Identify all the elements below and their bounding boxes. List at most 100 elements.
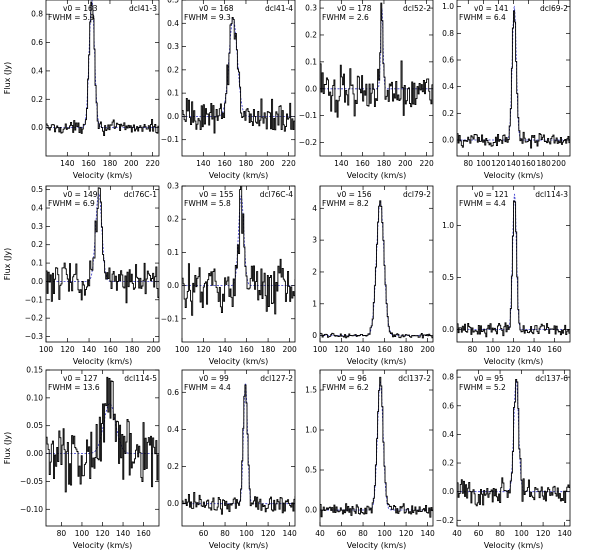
- fit-line-dcl137-2: [320, 381, 433, 511]
- y-tick-label: 0.2: [167, 462, 179, 471]
- x-tick-label: 100: [476, 159, 491, 168]
- panel-dcl41-3: 140 160 180 200 220 0.0 0.2 0.4 0.6 0.8 v0 = 163FW…: [3, 0, 160, 180]
- x-tick-label: 100: [39, 345, 54, 354]
- panel-dcl76C-1: 100 120 140 160 180 200 −0.3 −0.2 −0.1 0.0 0.1 0.2 0…: [3, 185, 161, 366]
- y-tick-label: 0.0: [167, 499, 179, 508]
- x-tick-label: 220: [419, 159, 434, 168]
- x-tick-label: 160: [81, 159, 96, 168]
- x-axis-title: Velocity (km/s): [73, 541, 132, 550]
- x-tick-label: 80: [468, 345, 478, 354]
- axes-frame: [456, 369, 571, 527]
- x-tick-label: 80: [464, 159, 474, 168]
- fwhm-label: FWHM = 5.8: [184, 199, 231, 208]
- y-tick-label: 0.0: [167, 281, 179, 290]
- y-tick-label: 1: [312, 299, 317, 308]
- axes-frame: [319, 0, 434, 157]
- y-tick-label: 0.2: [31, 95, 43, 104]
- v0-label: v0 = 127: [63, 374, 98, 383]
- axes-frame: [319, 185, 434, 343]
- fwhm-label: FWHM = 6.9: [48, 199, 95, 208]
- x-tick-label: 220: [281, 159, 296, 168]
- x-tick-label: 180: [536, 159, 551, 168]
- fwhm-label: FWHM = 4.4: [184, 383, 231, 392]
- y-tick-label: 0.4: [442, 82, 454, 91]
- x-axis-title: Velocity (km/s): [73, 171, 132, 180]
- y-tick-label: 0.1: [31, 259, 43, 268]
- panel-dcl41-4: 140 160 180 200 220 −0.1 0.0 0.1 0.2 0.3 0.4 0.5 v0 …: [161, 0, 296, 180]
- y-tick-label: 1.5: [305, 386, 317, 395]
- x-tick-label: 60: [474, 529, 484, 538]
- x-tick-label: 160: [239, 345, 254, 354]
- fwhm-label: FWHM = 4.4: [459, 199, 506, 208]
- y-tick-label: 3: [312, 236, 317, 245]
- y-tick-label: 0.4: [167, 19, 179, 28]
- fwhm-label: FWHM = 9.3: [184, 13, 231, 22]
- y-tick-label: 0.5: [167, 0, 179, 5]
- spectrum-line-dcl114-5: [46, 376, 159, 493]
- y-tick-label: 0.0: [305, 84, 317, 93]
- y-tick-label: 0.1: [305, 57, 317, 66]
- v0-label: v0 = 155: [199, 190, 234, 199]
- source-name-label: dcl76C-1: [124, 190, 157, 199]
- y-tick-label: 0.3: [305, 4, 317, 13]
- x-tick-label: 160: [547, 345, 562, 354]
- x-tick-label: 120: [261, 529, 276, 538]
- y-tick-label: 0.10: [26, 393, 43, 402]
- x-tick-label: 100: [514, 529, 529, 538]
- x-tick-label: 140: [527, 345, 542, 354]
- y-tick-label: 0.6: [167, 388, 179, 397]
- y-tick-label: 0.6: [442, 401, 454, 410]
- x-tick-label: 180: [103, 159, 118, 168]
- spectrum-line-dcl76C-1: [46, 187, 159, 304]
- spectrum-line-dcl52-2: [320, 2, 433, 118]
- x-tick-label: 120: [536, 529, 551, 538]
- y-tick-label: 0.3: [167, 42, 179, 51]
- y-axis-title: Flux (Jy): [3, 248, 12, 281]
- spectrum-line-dcl41-3: [46, 1, 159, 137]
- source-name-label: dcl41-3: [129, 4, 157, 13]
- x-tick-label: 140: [82, 345, 97, 354]
- y-tick-label: −0.1: [25, 295, 43, 304]
- x-tick-label: 200: [260, 159, 275, 168]
- y-tick-label: 0.4: [167, 425, 179, 434]
- source-name-label: dcl127-2: [260, 374, 293, 383]
- y-tick-label: 0.3: [167, 182, 179, 191]
- v0-label: v0 = 95: [474, 374, 504, 383]
- spectrum-line-dcl114-3: [457, 200, 570, 338]
- axes-frame: [319, 369, 434, 527]
- axes-frame: [45, 369, 160, 527]
- spectrum-line-dcl137-6: [457, 379, 570, 507]
- x-tick-label: 120: [60, 345, 75, 354]
- y-tick-label: 0.8: [442, 29, 454, 38]
- y-tick-label: 1.0: [442, 221, 454, 230]
- v0-label: v0 = 141: [474, 4, 509, 13]
- y-tick-label: 0.8: [442, 373, 454, 382]
- v0-label: v0 = 178: [337, 4, 372, 13]
- x-tick-label: 80: [495, 529, 505, 538]
- v0-label: v0 = 96: [337, 374, 367, 383]
- y-tick-label: 0.1: [167, 248, 179, 257]
- spectrum-line-dcl41-4: [182, 17, 295, 134]
- y-tick-label: 0: [312, 331, 317, 340]
- x-axis-title: Velocity (km/s): [484, 357, 543, 366]
- y-tick-label: 4: [312, 204, 317, 213]
- y-tick-label: 0.4: [31, 204, 43, 213]
- y-tick-label: 0.8: [31, 10, 43, 19]
- x-tick-label: 140: [557, 529, 572, 538]
- x-tick-label: 40: [315, 529, 325, 538]
- y-tick-label: 0.5: [31, 185, 43, 194]
- x-tick-label: 120: [95, 529, 110, 538]
- y-tick-label: −0.2: [436, 516, 454, 525]
- y-tick-label: 0.5: [305, 466, 317, 475]
- y-tick-label: −0.1: [161, 135, 179, 144]
- fwhm-label: FWHM = 6.4: [459, 13, 506, 22]
- v0-label: v0 = 99: [199, 374, 229, 383]
- x-tick-label: 160: [521, 159, 536, 168]
- x-axis-title: Velocity (km/s): [209, 357, 268, 366]
- x-axis-title: Velocity (km/s): [484, 171, 543, 180]
